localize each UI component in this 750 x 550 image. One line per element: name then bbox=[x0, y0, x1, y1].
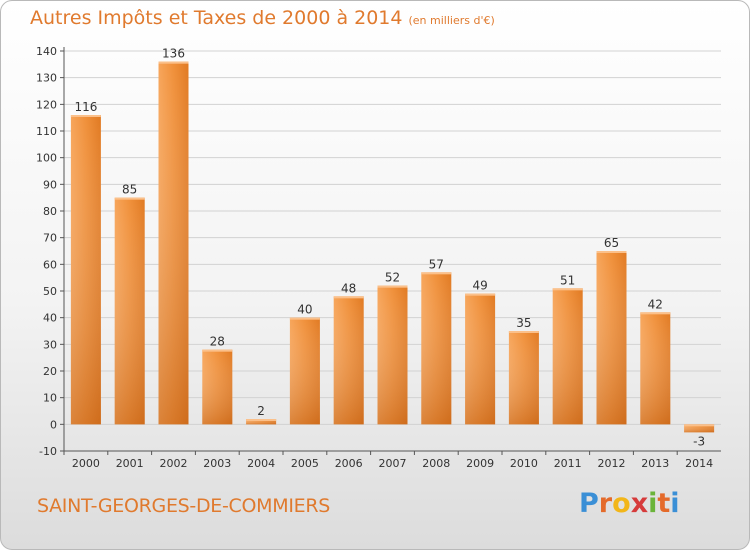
data-label: -3 bbox=[693, 434, 705, 448]
y-tick-label: 70 bbox=[43, 232, 57, 245]
data-labels: 116 85 136 28 2 40 48 52 57 49 35 51 65 42 -3 bbox=[74, 47, 705, 449]
logo-letter: P bbox=[579, 488, 599, 519]
bar-highlight-2011 bbox=[552, 288, 583, 291]
y-tick-label: 110 bbox=[36, 125, 57, 138]
x-tick-label: 2010 bbox=[510, 457, 538, 470]
bar-shade-2005 bbox=[289, 317, 320, 425]
y-tick-label: 30 bbox=[43, 338, 57, 351]
logo-letter: i bbox=[648, 488, 658, 519]
bar-shade-2013 bbox=[640, 312, 671, 425]
bars bbox=[70, 61, 715, 433]
x-tick-label: 2012 bbox=[598, 457, 626, 470]
commune-name: SAINT-GEORGES-DE-COMMIERS bbox=[37, 495, 331, 517]
logo-letter: o bbox=[612, 488, 631, 519]
bar-shade-2008 bbox=[421, 272, 452, 425]
y-tick-label: 40 bbox=[43, 312, 57, 325]
logo-letter: x bbox=[630, 488, 649, 519]
y-tick-label: 50 bbox=[43, 285, 57, 298]
bar-shade-2003 bbox=[202, 349, 233, 425]
y-tick-label: 10 bbox=[43, 392, 57, 405]
y-tick-label: 140 bbox=[36, 45, 57, 58]
data-label: 35 bbox=[516, 316, 531, 330]
logo-letter: t bbox=[657, 488, 671, 519]
data-label: 48 bbox=[341, 281, 356, 295]
data-label: 49 bbox=[472, 279, 487, 293]
x-tick-label: 2003 bbox=[203, 457, 231, 470]
x-tick-labels: 2000 2001 2002 2003 2004 2005 2006 2007 2008 2009… bbox=[63, 451, 713, 470]
bar-shade-2002 bbox=[158, 61, 189, 425]
bar-shade-2004 bbox=[246, 419, 277, 425]
data-label: 42 bbox=[648, 297, 663, 311]
data-label: 136 bbox=[162, 47, 185, 61]
x-tick-label: 2009 bbox=[466, 457, 494, 470]
bar-shade-2014 bbox=[684, 424, 715, 433]
chart-title: Autres Impôts et Taxes de 2000 à 2014 (en… bbox=[30, 7, 495, 29]
y-tick-label: 130 bbox=[36, 72, 57, 85]
logo-letter: r bbox=[598, 488, 613, 519]
bar-shade-2000 bbox=[70, 115, 101, 425]
x-tick-label: 2013 bbox=[641, 457, 669, 470]
x-tick-label: 2000 bbox=[72, 457, 100, 470]
x-tick-label: 2005 bbox=[291, 457, 319, 470]
data-label: 40 bbox=[297, 303, 312, 317]
bar-shade-2006 bbox=[333, 296, 364, 425]
data-label: 57 bbox=[429, 257, 444, 271]
data-label: 85 bbox=[122, 183, 137, 197]
x-tick-label: 2006 bbox=[335, 457, 363, 470]
bar-highlight-2014 bbox=[684, 424, 715, 427]
y-tick-label: 0 bbox=[50, 418, 57, 431]
data-label: 52 bbox=[385, 271, 400, 285]
x-tick-label: 2007 bbox=[379, 457, 407, 470]
x-tick-label: 2002 bbox=[160, 457, 188, 470]
data-label: 28 bbox=[210, 335, 225, 349]
bar-shade-2007 bbox=[377, 285, 408, 425]
bar-highlight-2013 bbox=[640, 312, 671, 315]
bar-highlight-2008 bbox=[421, 272, 452, 275]
data-label: 116 bbox=[74, 100, 97, 114]
bar-shade-2010 bbox=[508, 331, 539, 425]
y-tick-label: 20 bbox=[43, 365, 57, 378]
logo-letter: i bbox=[670, 488, 680, 519]
bar-shade-2011 bbox=[552, 288, 583, 425]
x-tick-label: 2011 bbox=[554, 457, 582, 470]
y-tick-label: 60 bbox=[43, 258, 57, 271]
bar-highlight-2000 bbox=[70, 115, 101, 117]
x-tick-label: 2004 bbox=[247, 457, 275, 470]
y-tick-label: 80 bbox=[43, 205, 57, 218]
bar-highlight-2009 bbox=[465, 293, 496, 296]
bar-highlight-2004 bbox=[246, 419, 277, 421]
bar-highlight-2003 bbox=[202, 349, 233, 352]
bar-highlight-2007 bbox=[377, 285, 408, 288]
chart-subtitle: (en milliers d'€) bbox=[408, 14, 495, 27]
y-tick-label: 120 bbox=[36, 98, 57, 111]
bar-highlight-2005 bbox=[289, 317, 320, 320]
y-tick-labels: -10 0 10 20 30 40 50 60 70 80 90 100 110 120 130 140 bbox=[36, 45, 57, 458]
data-label: 2 bbox=[257, 404, 265, 418]
x-tick-label: 2001 bbox=[116, 457, 144, 470]
proxiti-logo: Proxiti bbox=[579, 488, 680, 519]
bar-highlight-2010 bbox=[508, 331, 539, 333]
y-tick-label: -10 bbox=[39, 445, 57, 458]
bar-shade-2001 bbox=[114, 197, 145, 425]
bar-highlight-2012 bbox=[596, 251, 627, 253]
y-tick-label: 90 bbox=[43, 178, 57, 191]
chart-title-text: Autres Impôts et Taxes de 2000 à 2014 bbox=[30, 7, 403, 29]
x-tick-label: 2008 bbox=[422, 457, 450, 470]
bar-highlight-2001 bbox=[114, 197, 145, 200]
data-label: 51 bbox=[560, 273, 575, 287]
data-label: 65 bbox=[604, 236, 619, 250]
bar-highlight-2006 bbox=[333, 296, 364, 299]
bar-shade-2009 bbox=[465, 293, 496, 425]
bar-shade-2012 bbox=[596, 251, 627, 425]
y-tick-label: 100 bbox=[36, 152, 57, 165]
x-tick-label: 2014 bbox=[685, 457, 713, 470]
axes bbox=[63, 47, 721, 452]
bar-highlight-2002 bbox=[158, 61, 189, 64]
